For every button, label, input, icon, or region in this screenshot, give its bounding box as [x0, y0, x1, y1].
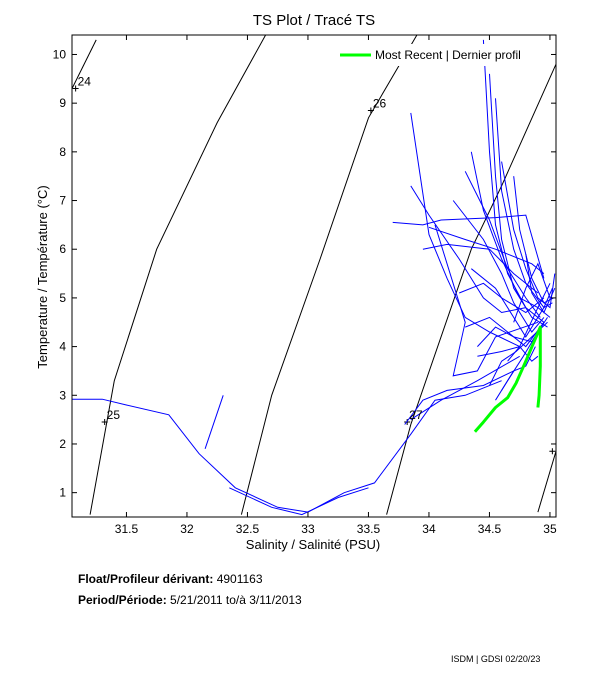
isopycnal-marker — [72, 85, 79, 92]
isopycnal-marker — [549, 448, 556, 455]
profile-line — [410, 185, 526, 314]
profile-line — [464, 171, 541, 318]
x-tick-label: 34.5 — [478, 522, 502, 536]
y-tick-label: 3 — [59, 388, 66, 402]
profile-line — [452, 200, 545, 333]
profile-line — [495, 98, 553, 309]
profile-line — [410, 112, 520, 348]
y-axis-label: Temperature / Température (°C) — [35, 185, 50, 368]
float-info: Float/Profileur dérivant: 4901163 — [78, 572, 263, 586]
x-tick-label: 32.5 — [236, 522, 260, 536]
isopycnal-line — [386, 63, 556, 515]
profile-line — [428, 226, 545, 274]
x-axis-label: Salinity / Salinité (PSU) — [246, 537, 380, 552]
profile-line — [495, 331, 539, 401]
legend-box — [338, 44, 551, 66]
profile-line — [507, 283, 551, 362]
profile-line — [482, 39, 545, 323]
chart-title: TS Plot / Tracé TS — [253, 12, 375, 29]
isopycnal-label: 26 — [373, 96, 387, 110]
profile-line — [404, 370, 514, 425]
y-tick-label: 4 — [59, 340, 66, 354]
profile-line — [465, 316, 545, 348]
x-tick-label: 33 — [301, 522, 315, 536]
isopycnal-label: 25 — [107, 408, 121, 422]
y-tick-label: 8 — [59, 145, 66, 159]
profile-line — [489, 73, 548, 328]
legend: Most Recent | Dernier profil — [338, 44, 551, 66]
profile-line — [470, 151, 551, 318]
period-info: Period/Période: 5/21/2011 to/à 3/11/2013 — [78, 593, 302, 607]
footer-credit: ISDM | GDSI 02/20/23 — [451, 654, 541, 664]
x-tick-label: 35 — [543, 522, 557, 536]
plot-frame — [71, 34, 557, 518]
x-tick-label: 31.5 — [115, 522, 139, 536]
profile-line — [525, 254, 556, 314]
isopycnal-label: 24 — [78, 75, 92, 89]
y-tick-label: 10 — [53, 47, 67, 61]
isopycnal-marker — [367, 107, 374, 114]
period-start: 5/21/2011 — [170, 593, 223, 607]
period-end: 3/11/2013 — [249, 593, 302, 607]
x-tick-label: 34 — [422, 522, 436, 536]
profile-line — [410, 355, 520, 421]
plot-clip-group — [72, 35, 556, 516]
profile-line — [513, 262, 551, 323]
profile-line — [459, 282, 545, 314]
plot-area: 24 25 26 27 — [71, 34, 557, 518]
y-tick-label: 6 — [59, 242, 66, 256]
profile-line — [229, 487, 369, 516]
profile-line — [422, 243, 539, 294]
isopycnal-line — [240, 35, 418, 515]
isopycnal-label: 27 — [409, 408, 423, 422]
profile-line — [513, 176, 554, 304]
profile-line — [470, 268, 553, 338]
profile-line — [477, 346, 539, 362]
profile-line — [501, 346, 536, 391]
profile-line — [392, 214, 545, 279]
most-recent-profile-line — [473, 325, 542, 433]
profile-line — [204, 395, 224, 449]
profile-line — [501, 161, 556, 309]
x-tick-label: 33.5 — [357, 522, 381, 536]
period-separator: to/à — [225, 593, 246, 607]
isopycnal-line — [72, 39, 97, 89]
y-tick-label: 5 — [59, 291, 66, 305]
period-label: Period/Période: — [78, 593, 167, 607]
y-tick-label: 9 — [59, 96, 66, 110]
isopycnal-line — [89, 35, 267, 515]
y-tick-label: 1 — [59, 486, 66, 500]
float-label: Float/Profileur dérivant: — [78, 572, 214, 586]
y-tick-label: 2 — [59, 437, 66, 451]
legend-label-most-recent: Most Recent | Dernier profil — [375, 48, 521, 62]
x-tick-label: 32 — [180, 522, 194, 536]
float-id: 4901163 — [216, 572, 263, 586]
y-tick-label: 7 — [59, 194, 66, 208]
profile-line — [72, 380, 502, 513]
isopycnal-marker — [101, 419, 108, 426]
isopycnal-marker — [404, 419, 411, 426]
isopycnal-line — [537, 451, 556, 513]
